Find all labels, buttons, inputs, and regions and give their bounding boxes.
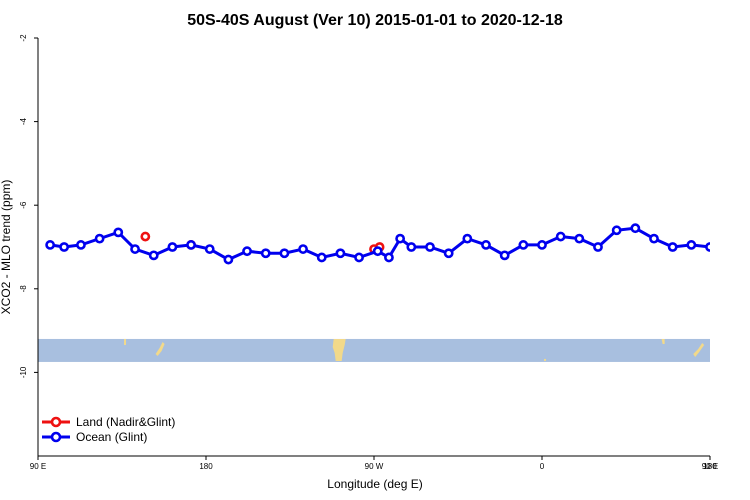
ocean-series-point xyxy=(443,248,454,259)
y-tick-label: -8 xyxy=(19,285,28,293)
series-group xyxy=(45,223,750,265)
ocean-series-point xyxy=(705,242,710,252)
ocean-series-point xyxy=(384,252,394,263)
ocean-series-point xyxy=(744,235,750,242)
ocean-series xyxy=(45,223,750,265)
land-patch xyxy=(693,342,705,357)
ocean-series-point xyxy=(167,242,178,252)
ocean-series-point xyxy=(279,248,290,259)
legend-entry: Land (Nadir&Glint) xyxy=(76,415,175,429)
x-axis-label: Longitude (deg E) xyxy=(327,477,422,491)
ocean-series-point xyxy=(335,248,346,259)
y-tick-label: -10 xyxy=(19,366,28,378)
land-patch xyxy=(544,358,547,361)
ocean-series-point xyxy=(499,250,510,261)
land-patch xyxy=(332,338,346,361)
x-tick-label: 180 xyxy=(199,462,213,471)
ocean-series-point xyxy=(94,233,105,244)
ocean-series-point xyxy=(518,240,529,250)
ocean-series-point xyxy=(130,244,140,254)
ocean-series-point xyxy=(204,244,215,254)
ocean-series-point xyxy=(113,227,124,238)
ocean-series-point xyxy=(316,252,327,263)
y-axis-label: XCO2 - MLO trend (ppm) xyxy=(0,180,13,315)
land-patch xyxy=(124,338,127,345)
ocean-series-point xyxy=(537,240,547,250)
x-tick-label: 90 W xyxy=(365,462,384,471)
legend-entry: Ocean (Glint) xyxy=(76,430,147,444)
y-tick-label: -4 xyxy=(19,117,28,125)
land-patch xyxy=(155,341,165,356)
ocean-series-point xyxy=(395,233,406,244)
ocean-series-point xyxy=(686,240,697,250)
ocean-series-point xyxy=(630,223,641,234)
x-tick-label: 0 xyxy=(540,462,545,471)
ocean-series-point xyxy=(555,231,566,242)
ocean-series-point xyxy=(372,246,383,257)
x-tick-label: 180 xyxy=(703,462,717,471)
ocean-series-point xyxy=(45,240,56,250)
ocean-series-point xyxy=(425,242,435,252)
land-mask-band xyxy=(38,338,710,362)
ocean-series-point xyxy=(611,225,622,236)
ocean-series-point xyxy=(593,242,603,252)
ocean-series-point xyxy=(223,254,234,265)
ocean-series-point xyxy=(298,244,308,254)
legend-marker xyxy=(50,431,62,443)
ocean-series-point xyxy=(59,242,70,252)
land-patch xyxy=(661,338,665,344)
legend-marker xyxy=(50,416,62,428)
ocean-series-point xyxy=(260,248,271,259)
ocean-series-point xyxy=(725,241,732,248)
ocean-series-point xyxy=(148,250,159,261)
ocean-series-point xyxy=(462,233,473,244)
ocean-series-point xyxy=(649,233,659,244)
ocean-series-point xyxy=(76,240,86,250)
x-tick-label: 90 E xyxy=(702,462,718,471)
ocean-series-point xyxy=(667,242,678,252)
x-tick-label: 90 E xyxy=(30,462,46,471)
chart-title: 50S-40S August (Ver 10) 2015-01-01 to 20… xyxy=(187,12,563,29)
ocean-series-point xyxy=(481,240,491,250)
land-series-point xyxy=(140,231,151,242)
ocean-series-point xyxy=(242,246,252,257)
y-tick-label: -2 xyxy=(19,34,28,42)
ocean-series-point xyxy=(574,233,585,244)
ocean-series-point xyxy=(186,240,196,250)
ocean-series-point xyxy=(406,242,417,252)
y-tick-label: -6 xyxy=(19,201,28,209)
ocean-series-point xyxy=(354,252,364,263)
legend: Land (Nadir&Glint)Ocean (Glint) xyxy=(42,415,175,444)
